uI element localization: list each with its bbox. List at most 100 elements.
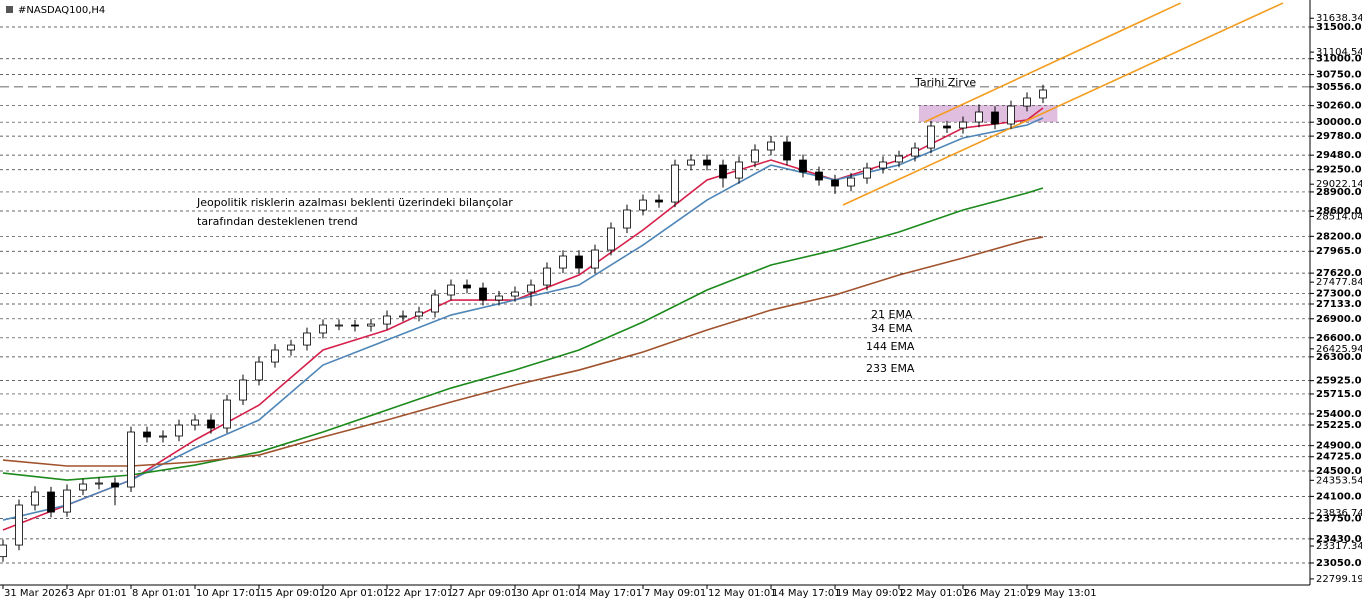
candle-body (895, 155, 903, 163)
candle-body (847, 177, 855, 187)
candle-body (687, 159, 695, 166)
annotation: Jeopolitik risklerin azalması beklenti ü… (196, 196, 513, 209)
candle-body (367, 323, 375, 327)
level-label: 29480.00 (1316, 150, 1362, 161)
candle-body (671, 164, 679, 203)
candle-body (879, 161, 887, 169)
level-label: 25400.00 (1316, 409, 1362, 420)
candle-body (159, 435, 167, 438)
candle-body (559, 255, 567, 269)
ema-label: 144 EMA (866, 340, 915, 353)
x-tick-label: 14 May 17:01 (772, 588, 841, 599)
candle-body (511, 291, 519, 297)
level-label: 27965.00 (1316, 246, 1362, 257)
x-tick-label: 10 Apr 17:01 (196, 588, 261, 599)
candle-body (1007, 105, 1015, 125)
candle-body (15, 504, 23, 546)
level-label: 31000.00 (1316, 54, 1362, 65)
candle-body (447, 284, 455, 296)
candle-body (943, 125, 951, 129)
level-label: 23430.00 (1316, 534, 1362, 545)
candle-body (127, 431, 135, 488)
x-tick-label: 8 Apr 01:01 (132, 588, 191, 599)
level-label: 31500.00 (1316, 22, 1362, 33)
candle-body (287, 344, 295, 351)
candle-body (31, 491, 39, 506)
level-label: 30000.00 (1316, 117, 1362, 128)
x-tick-label: 22 May 01:01 (900, 588, 969, 599)
ema-line (2, 117, 1044, 521)
x-tick-label: 15 Apr 09:01 (260, 588, 325, 599)
candle-body (1023, 97, 1031, 107)
candle-body (271, 349, 279, 363)
ema-label: 21 EMA (871, 308, 913, 321)
ema-label: 233 EMA (866, 362, 915, 375)
y-tick-label: 22799.19 (1316, 574, 1362, 585)
candle-body (63, 489, 71, 513)
y-tick-label: 31104.54 (1316, 47, 1362, 58)
candle-body (319, 324, 327, 334)
candle-body (991, 111, 999, 125)
candle-body (607, 227, 615, 251)
level-label: 23750.00 (1316, 514, 1362, 525)
candle-body (143, 431, 151, 438)
x-tick-label: 31 Mar 2026 (4, 588, 67, 599)
candle-body (911, 147, 919, 157)
x-tick-label: 26 May 21:01 (964, 588, 1033, 599)
symbol-icon (6, 6, 13, 13)
candle-body (863, 167, 871, 179)
trend-line (924, 2, 1181, 123)
level-label: 28200.00 (1316, 231, 1362, 242)
y-tick-label: 23317.34 (1316, 541, 1362, 552)
candle-body (479, 287, 487, 301)
candle-body (799, 159, 807, 173)
candle-body (703, 159, 711, 166)
candle-body (239, 379, 247, 401)
x-tick-label: 3 Apr 01:01 (68, 588, 127, 599)
x-tick-label: 20 Apr 01:01 (324, 588, 389, 599)
level-label: 30556.00 (1316, 82, 1362, 93)
level-label: 27620.00 (1316, 268, 1362, 279)
candle-body (1039, 89, 1047, 99)
y-tick-label: 27477.84 (1316, 277, 1362, 288)
level-label: 24725.00 (1316, 452, 1362, 463)
peak-text: Tarihi Zirve (914, 76, 976, 89)
candle-body (751, 149, 759, 163)
candle-body (639, 199, 647, 211)
candle-body (207, 419, 215, 429)
y-tick-label: 26425.94 (1316, 344, 1362, 355)
chart-title: #NASDAQ100,H4 (18, 5, 105, 16)
level-label: 26600.00 (1316, 333, 1362, 344)
ema-line (2, 236, 1044, 467)
level-label: 30260.00 (1316, 101, 1362, 112)
candle-body (719, 164, 727, 179)
candle-body (175, 424, 183, 437)
trend-line (842, 2, 1284, 206)
candle-body (815, 171, 823, 181)
level-label: 28600.00 (1316, 206, 1362, 217)
y-tick-label: 24353.54 (1316, 475, 1362, 486)
candle-body (415, 311, 423, 317)
level-label: 25925.00 (1316, 376, 1362, 387)
x-tick-label: 27 Apr 09:01 (452, 588, 517, 599)
plot-area: Tarihi Zirve (0, 2, 1310, 564)
level-label: 30750.00 (1316, 70, 1362, 81)
candle-body (191, 419, 199, 426)
candle-body (351, 324, 359, 327)
x-tick-label: 12 May 01:01 (708, 588, 777, 599)
candle-body (79, 483, 87, 491)
candle-body (95, 482, 103, 485)
candle-body (399, 315, 407, 318)
level-label: 26900.00 (1316, 314, 1362, 325)
candle-body (431, 294, 439, 313)
candle-body (255, 361, 263, 381)
candle-body (975, 111, 983, 123)
candle-body (303, 332, 311, 346)
x-tick-label: 30 Apr 01:01 (516, 588, 581, 599)
y-tick-label: 28514.04 (1316, 211, 1362, 222)
candle-body (655, 199, 663, 203)
level-label: 27133.00 (1316, 299, 1362, 310)
candle-body (527, 284, 535, 293)
level-label: 24500.00 (1316, 466, 1362, 477)
ema-label: 34 EMA (871, 322, 913, 335)
